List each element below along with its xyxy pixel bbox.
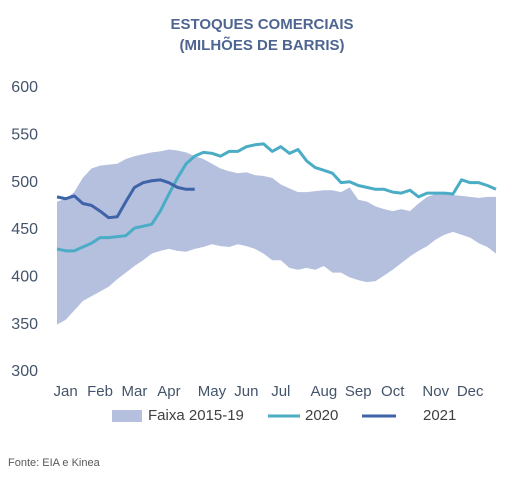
x-tick-label: Oct bbox=[381, 383, 405, 400]
y-tick-label: 350 bbox=[11, 316, 38, 333]
y-tick-label: 550 bbox=[11, 127, 38, 144]
x-tick-label: Dec bbox=[457, 383, 484, 400]
band-area bbox=[57, 149, 496, 325]
x-tick-label: Jul bbox=[271, 383, 290, 400]
x-tick-label: Feb bbox=[87, 383, 113, 400]
x-tick-label: Jun bbox=[234, 383, 258, 400]
chart-title: ESTOQUES COMERCIAIS bbox=[170, 16, 353, 33]
legend-label: 2020 bbox=[305, 407, 338, 424]
y-tick-label: 300 bbox=[11, 363, 38, 380]
source: Fonte: EIA e Kinea bbox=[8, 457, 101, 469]
y-tick-label: 450 bbox=[11, 221, 38, 238]
x-tick-label: May bbox=[198, 383, 227, 400]
x-tick-label: Aug bbox=[310, 383, 337, 400]
y-tick-label: 600 bbox=[11, 79, 38, 96]
legend-label: Faixa 2015-19 bbox=[148, 407, 244, 424]
x-tick-label: Mar bbox=[122, 383, 148, 400]
y-tick-label: 500 bbox=[11, 174, 38, 191]
x-tick-label: Sep bbox=[345, 383, 372, 400]
legend-swatch bbox=[112, 410, 142, 422]
series-line bbox=[56, 142, 497, 253]
y-tick-label: 400 bbox=[11, 269, 38, 286]
x-tick-label: Jan bbox=[54, 383, 78, 400]
chart-subtitle: (MILHÕES DE BARRIS) bbox=[180, 36, 345, 54]
x-tick-label: Nov bbox=[422, 383, 449, 400]
x-tick-label: Apr bbox=[157, 383, 180, 400]
legend-label: 2021 bbox=[423, 407, 456, 424]
series-line bbox=[56, 178, 195, 220]
